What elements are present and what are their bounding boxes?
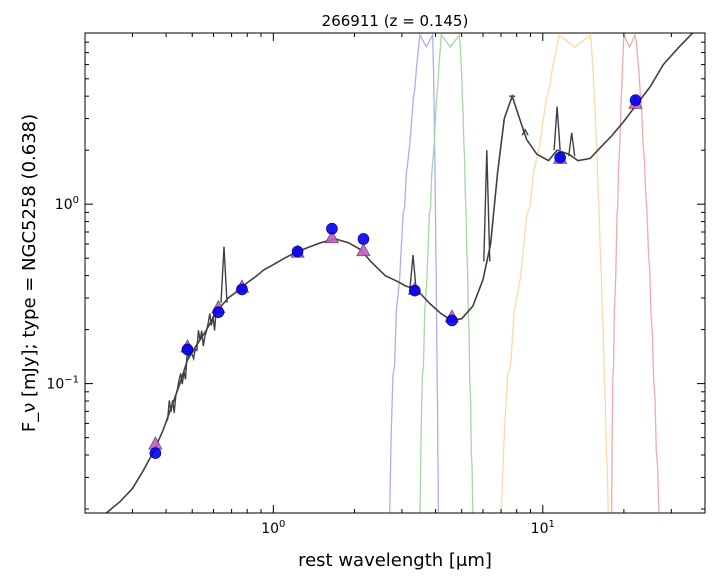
observed-point xyxy=(291,245,304,258)
y-axis-ticks: 10−1 100 xyxy=(46,32,705,510)
sed-emission-spike xyxy=(483,150,491,262)
observed-point xyxy=(326,222,338,235)
observed-point xyxy=(149,447,162,459)
y-axis-label: F_ν [mJy]; type = NGC5258 (0.638) xyxy=(19,114,40,432)
filter-curve-w3 xyxy=(500,33,609,513)
sed-emission-spike xyxy=(568,132,576,157)
x-tick-label: 100 xyxy=(261,519,285,537)
observed-point xyxy=(181,343,194,356)
observed-point xyxy=(409,284,421,297)
y-tick-label: 100 xyxy=(55,195,79,213)
sed-line xyxy=(104,33,694,513)
x-axis-label: rest wavelength [μm] xyxy=(298,550,492,571)
observed-point xyxy=(554,151,566,164)
filter-curve-w4 xyxy=(610,33,660,513)
x-axis-ticks: 100 101 xyxy=(84,33,706,537)
x-tick-label: 101 xyxy=(531,519,555,537)
sed-emission-spike xyxy=(409,255,417,289)
photometry-markers xyxy=(148,94,643,459)
sed-emission-spike xyxy=(220,246,228,303)
filter-curve-w1 xyxy=(389,33,440,513)
plot-frame xyxy=(84,32,706,514)
observed-point xyxy=(446,314,458,327)
observed-point xyxy=(357,233,370,245)
filter-curve-w2 xyxy=(419,33,474,513)
observed-point xyxy=(212,306,225,319)
observed-point xyxy=(236,283,248,296)
model-point xyxy=(324,229,340,244)
y-tick-label: 10−1 xyxy=(46,375,79,393)
observed-point xyxy=(629,94,642,106)
filter-curves xyxy=(389,33,660,513)
sed-emission-spike xyxy=(553,106,561,151)
chart-title: 266911 (z = 0.145) xyxy=(322,12,469,30)
model-point xyxy=(356,242,371,257)
sed-emission-spike xyxy=(521,128,529,136)
